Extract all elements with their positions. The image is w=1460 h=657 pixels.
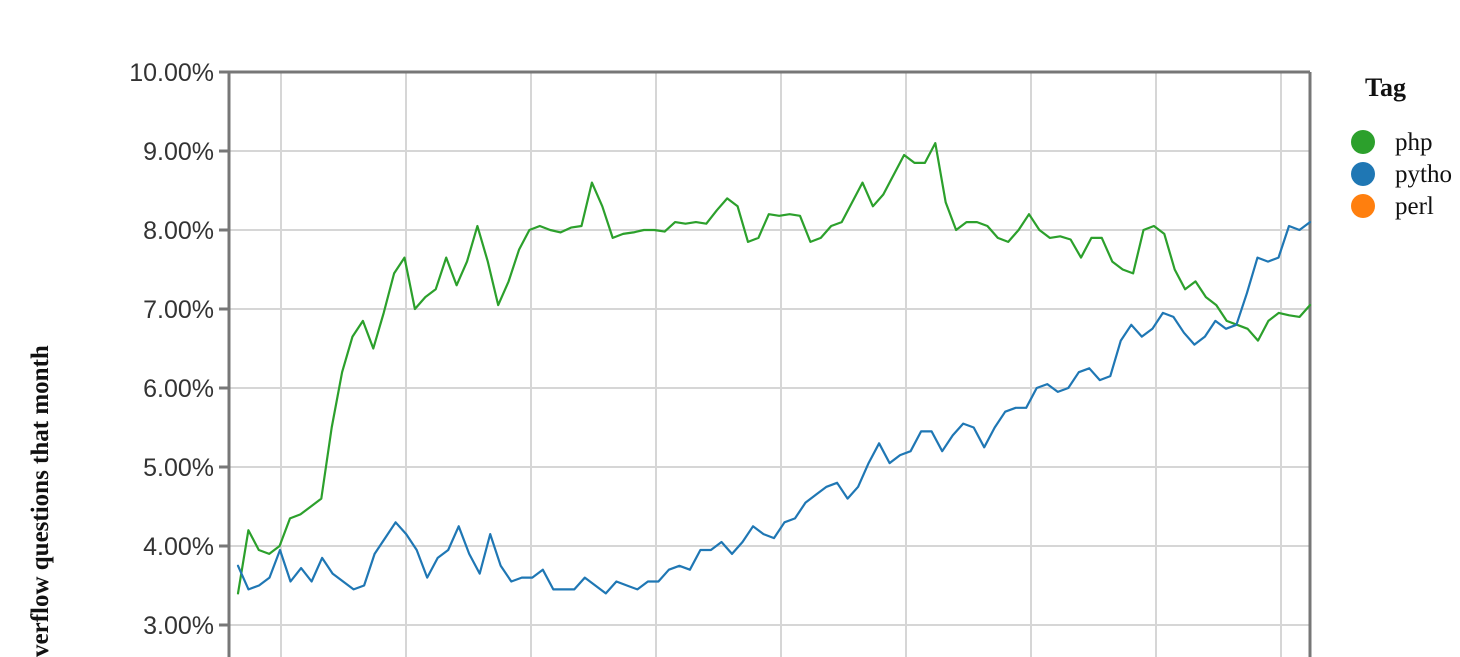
- legend-swatch-php: [1351, 130, 1375, 154]
- legend-label-perl: perl: [1395, 193, 1434, 220]
- legend-swatch-perl: [1351, 194, 1375, 218]
- legend-title: Tag: [1365, 73, 1406, 102]
- axes: [227, 70, 1312, 657]
- y-tick-label: 6.00%: [143, 375, 214, 403]
- legend-label-php: php: [1395, 129, 1433, 156]
- y-tick-label: 3.00%: [143, 612, 214, 640]
- legend: Tag php pytho perl: [1351, 73, 1452, 220]
- y-axis-ticks: 10.00% 9.00% 8.00% 7.00% 6.00% 5.00% 4.00% 3.00…: [129, 59, 229, 640]
- y-tick-label: 7.00%: [143, 296, 214, 324]
- y-tick-label: 9.00%: [143, 138, 214, 166]
- legend-label-pytho: pytho: [1395, 161, 1452, 188]
- series-line-php: [236, 142, 1312, 595]
- y-tick-label: 8.00%: [143, 217, 214, 245]
- y-tick-label: 10.00%: [129, 59, 214, 87]
- y-tick-label: 4.00%: [143, 533, 214, 561]
- series-line-pytho: [236, 221, 1312, 595]
- legend-swatch-pytho: [1351, 162, 1375, 186]
- series-lines: [236, 142, 1312, 595]
- y-axis-title: verflow questions that month: [27, 345, 54, 657]
- plot-grid: [229, 71, 1310, 657]
- legend-items: php pytho perl: [1351, 129, 1452, 220]
- y-tick-label: 5.00%: [143, 454, 214, 482]
